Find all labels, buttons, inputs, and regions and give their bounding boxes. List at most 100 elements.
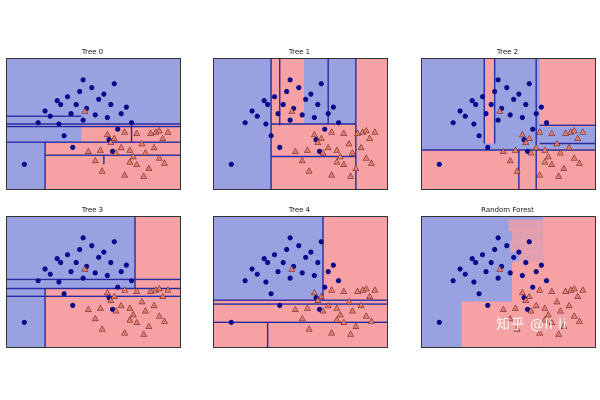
class1-point	[145, 322, 153, 329]
class0-point	[299, 270, 305, 276]
class1-point	[141, 306, 149, 314]
class0-point	[504, 243, 510, 249]
class1-point	[126, 146, 134, 153]
class0-point	[462, 271, 468, 277]
class0-point	[128, 120, 135, 126]
class0-point	[118, 111, 124, 117]
class1-point	[324, 301, 332, 309]
class1-point	[499, 305, 507, 313]
class0-point	[469, 256, 475, 262]
class1-point	[129, 310, 137, 318]
class0-point	[242, 278, 248, 284]
class1-point	[371, 128, 379, 135]
class0-point	[495, 77, 501, 83]
class0-point	[275, 269, 281, 275]
class1-point	[310, 288, 318, 296]
class0-point	[249, 108, 255, 114]
plot-area	[213, 58, 388, 190]
class1-point	[155, 284, 163, 292]
scatter-svg	[214, 217, 387, 347]
class0-point	[77, 88, 83, 95]
class0-point	[303, 254, 309, 260]
class1-region	[518, 250, 544, 263]
class1-point	[84, 147, 92, 155]
class1-region	[496, 301, 544, 314]
class1-point	[354, 287, 362, 294]
class1-point	[556, 306, 564, 314]
class1-point	[112, 306, 120, 314]
class1-point	[288, 107, 296, 114]
class0-point	[450, 278, 456, 284]
class1-point	[525, 292, 533, 300]
class0-point	[77, 246, 83, 253]
class0-point	[299, 112, 305, 118]
class1-point	[541, 316, 549, 323]
class1-point	[305, 325, 313, 332]
class1-point	[362, 126, 370, 134]
class1-point	[328, 171, 336, 178]
class1-point	[164, 286, 172, 293]
class1-point	[310, 130, 318, 138]
class1-point	[126, 304, 134, 311]
class0-point	[524, 148, 531, 154]
class1-point	[560, 322, 568, 329]
class1-point	[126, 158, 134, 165]
class1-point	[121, 286, 129, 293]
class1-region	[355, 59, 387, 189]
class0-point	[104, 272, 110, 279]
class1-point	[548, 129, 556, 136]
class0-point	[228, 161, 234, 167]
class1-point	[362, 284, 370, 292]
class0-point	[109, 148, 116, 154]
class1-point	[352, 322, 360, 329]
class0-point	[47, 271, 53, 277]
class0-point	[495, 235, 501, 241]
class0-point	[89, 243, 95, 249]
class0-point	[35, 120, 41, 126]
class0-point	[322, 126, 328, 132]
class1-point	[317, 292, 325, 300]
class1-point	[336, 152, 344, 160]
class0-point	[318, 239, 324, 245]
class0-point	[64, 94, 71, 100]
class1-point	[141, 148, 149, 156]
chart-title: Tree 2	[496, 48, 519, 56]
class0-point	[21, 319, 27, 325]
class0-point	[118, 269, 124, 275]
class1-point	[319, 306, 327, 314]
class1-point	[155, 312, 163, 319]
class1-point	[314, 296, 322, 303]
class1-point	[96, 304, 104, 311]
class0-point	[436, 161, 442, 167]
class0-point	[92, 270, 98, 276]
class0-point	[473, 259, 479, 266]
class1-point	[112, 148, 120, 156]
class0-point	[80, 77, 86, 83]
class0-point	[54, 256, 60, 262]
class0-point	[511, 254, 517, 260]
class0-point	[325, 269, 331, 275]
class1-point	[140, 172, 148, 179]
class1-point	[107, 138, 115, 145]
class1-point	[345, 297, 353, 305]
class1-point	[357, 143, 365, 151]
class1-point	[107, 296, 115, 303]
class0-point	[249, 266, 255, 272]
class1-point	[525, 134, 533, 142]
class1-point	[506, 314, 514, 322]
class0-point	[271, 252, 278, 258]
class1-point	[96, 146, 104, 153]
class1-region	[511, 230, 544, 242]
class0-point	[104, 114, 110, 121]
class1-point	[91, 314, 99, 322]
class1-point	[305, 167, 313, 174]
class1-point	[133, 160, 141, 168]
class0-point	[485, 302, 491, 308]
class1-point	[352, 164, 360, 171]
class0-point	[70, 144, 76, 150]
class1-point	[159, 134, 167, 142]
class1-point	[324, 143, 332, 151]
class1-point	[518, 288, 526, 296]
class1-point	[340, 160, 348, 168]
class1-point	[317, 134, 325, 142]
